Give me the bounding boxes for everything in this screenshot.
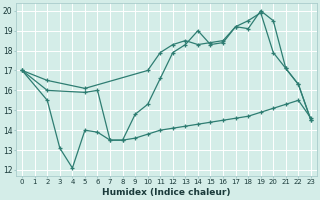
X-axis label: Humidex (Indice chaleur): Humidex (Indice chaleur) [102, 188, 231, 197]
